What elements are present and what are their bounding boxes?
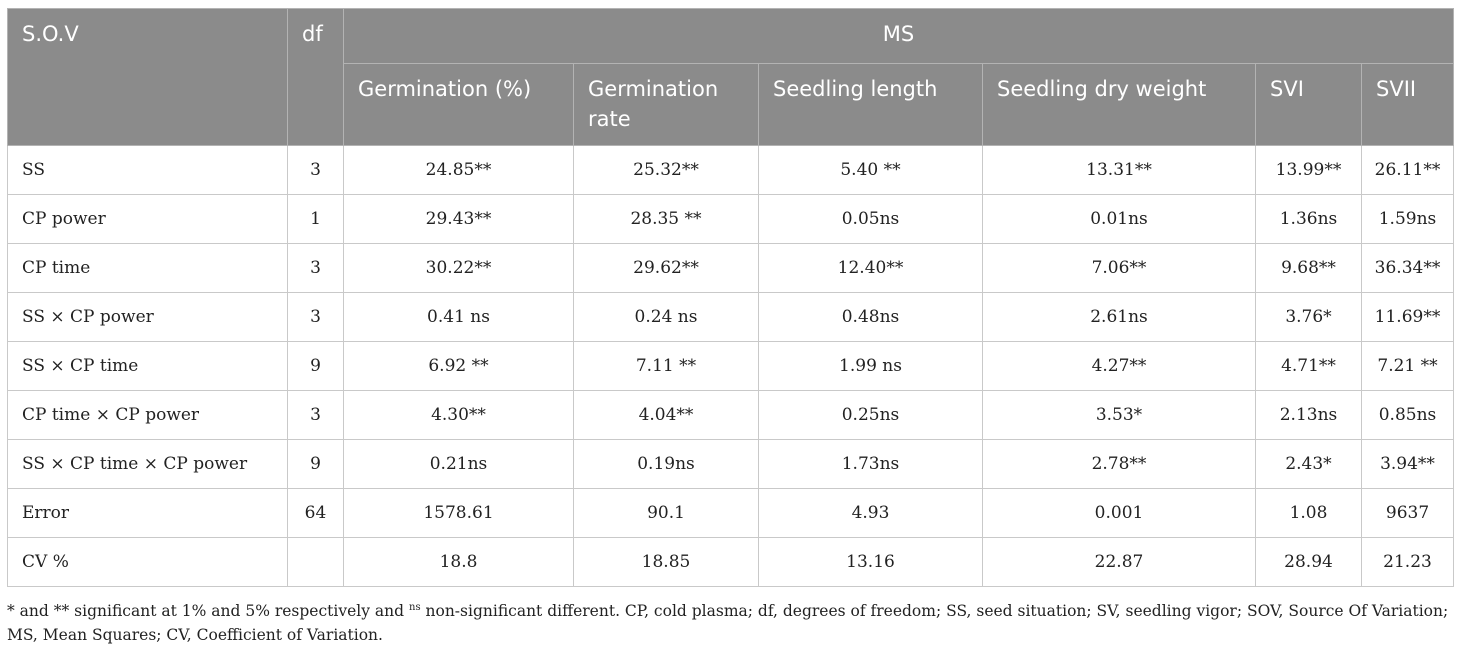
cell-seedling-length: 13.16 xyxy=(758,537,983,587)
cell-svi: 2.13ns xyxy=(1255,390,1362,440)
row-sov: SS × CP time × CP power xyxy=(7,439,288,489)
row-df: 9 xyxy=(287,341,344,391)
cell-svi: 9.68** xyxy=(1255,243,1362,293)
cell-svi: 3.76* xyxy=(1255,292,1362,342)
cell-seedling-dry-weight: 0.001 xyxy=(982,488,1256,538)
cell-germination-rate: 18.85 xyxy=(573,537,759,587)
cell-seedling-length: 0.05ns xyxy=(758,194,983,244)
anova-table-container: S.O.V df MS Germination (%) Germination … xyxy=(7,8,1455,587)
cell-seedling-dry-weight: 4.27** xyxy=(982,341,1256,391)
table-row: SS × CP time × CP power 9 0.21ns 0.19ns … xyxy=(7,439,1455,489)
cell-germination-rate: 0.19ns xyxy=(573,439,759,489)
row-df: 64 xyxy=(287,488,344,538)
cell-seedling-dry-weight: 7.06** xyxy=(982,243,1256,293)
cell-svii: 21.23 xyxy=(1360,537,1455,587)
header-ms: MS xyxy=(342,8,1455,64)
header-svi: SVI xyxy=(1255,63,1362,146)
cell-svii: 36.34** xyxy=(1360,243,1455,293)
row-sov: CP power xyxy=(7,194,288,244)
cell-germination-percent: 18.8 xyxy=(343,537,574,587)
table-row: SS × CP time 9 6.92 ** 7.11 ** 1.99 ns 4… xyxy=(7,341,1455,391)
table-row: CP power 1 29.43** 28.35 ** 0.05ns 0.01n… xyxy=(7,194,1455,244)
cell-svi: 4.71** xyxy=(1255,341,1362,391)
header-seedling-dry-weight: Seedling dry weight xyxy=(982,63,1256,146)
cell-germination-percent: 1578.61 xyxy=(343,488,574,538)
cell-seedling-length: 12.40** xyxy=(758,243,983,293)
row-sov: CP time × CP power xyxy=(7,390,288,440)
table-footnote: * and ** significant at 1% and 5% respec… xyxy=(7,596,1453,647)
row-df: 3 xyxy=(287,243,344,293)
table-row: SS × CP power 3 0.41 ns 0.24 ns 0.48ns 2… xyxy=(7,292,1455,342)
cell-germination-rate: 7.11 ** xyxy=(573,341,759,391)
cell-svii: 0.85ns xyxy=(1360,390,1455,440)
cell-germination-percent: 29.43** xyxy=(343,194,574,244)
cell-germination-percent: 6.92 ** xyxy=(343,341,574,391)
cell-svii: 11.69** xyxy=(1360,292,1455,342)
cell-seedling-length: 4.93 xyxy=(758,488,983,538)
header-seedling-length: Seedling length xyxy=(758,63,983,146)
cell-seedling-length: 0.48ns xyxy=(758,292,983,342)
cell-seedling-dry-weight: 2.78** xyxy=(982,439,1256,489)
cell-seedling-length: 1.99 ns xyxy=(758,341,983,391)
row-sov: Error xyxy=(7,488,288,538)
table-row: CP time × CP power 3 4.30** 4.04** 0.25n… xyxy=(7,390,1455,440)
header-sov: S.O.V xyxy=(7,8,288,146)
cell-germination-percent: 4.30** xyxy=(343,390,574,440)
footnote-text-end: non-significant different. CP, cold plas… xyxy=(7,602,1449,645)
row-sov: CV % xyxy=(7,537,288,587)
header-row-1: S.O.V df MS xyxy=(7,8,1455,146)
row-df: 3 xyxy=(287,292,344,342)
cell-svii: 9637 xyxy=(1360,488,1455,538)
cell-svii: 26.11** xyxy=(1360,145,1455,195)
cell-germination-rate: 25.32** xyxy=(573,145,759,195)
cell-svii: 7.21 ** xyxy=(1360,341,1455,391)
row-sov: SS × CP time xyxy=(7,341,288,391)
table-row: Error 64 1578.61 90.1 4.93 0.001 1.08 96… xyxy=(7,488,1455,538)
cell-seedling-dry-weight: 13.31** xyxy=(982,145,1256,195)
cell-germination-percent: 0.41 ns xyxy=(343,292,574,342)
header-svii: SVII xyxy=(1360,63,1455,146)
cell-seedling-length: 0.25ns xyxy=(758,390,983,440)
cell-svi: 2.43* xyxy=(1255,439,1362,489)
table-row: CP time 3 30.22** 29.62** 12.40** 7.06**… xyxy=(7,243,1455,293)
cell-svi: 1.36ns xyxy=(1255,194,1362,244)
cell-seedling-dry-weight: 22.87 xyxy=(982,537,1256,587)
cell-germination-percent: 30.22** xyxy=(343,243,574,293)
row-sov: SS × CP power xyxy=(7,292,288,342)
cell-seedling-dry-weight: 3.53* xyxy=(982,390,1256,440)
anova-table: S.O.V df MS Germination (%) Germination … xyxy=(7,8,1455,587)
cell-seedling-dry-weight: 2.61ns xyxy=(982,292,1256,342)
cell-svi: 1.08 xyxy=(1255,488,1362,538)
cell-seedling-dry-weight: 0.01ns xyxy=(982,194,1256,244)
cell-germination-rate: 28.35 ** xyxy=(573,194,759,244)
row-df: 9 xyxy=(287,439,344,489)
row-df: 3 xyxy=(287,145,344,195)
footnote-ns-superscript: ns xyxy=(409,602,421,613)
header-germination-percent: Germination (%) xyxy=(343,63,574,146)
row-sov: SS xyxy=(7,145,288,195)
row-sov: CP time xyxy=(7,243,288,293)
cell-svi: 28.94 xyxy=(1255,537,1362,587)
cell-seedling-length: 1.73ns xyxy=(758,439,983,489)
cell-seedling-length: 5.40 ** xyxy=(758,145,983,195)
cell-svii: 3.94** xyxy=(1360,439,1455,489)
header-row-2: Germination (%) Germination rate Seedlin… xyxy=(8,63,1455,146)
cell-germination-percent: 24.85** xyxy=(343,145,574,195)
cell-germination-rate: 4.04** xyxy=(573,390,759,440)
footnote-text-start: * and ** significant at 1% and 5% respec… xyxy=(7,602,409,621)
cell-germination-percent: 0.21ns xyxy=(343,439,574,489)
cell-germination-rate: 0.24 ns xyxy=(573,292,759,342)
cell-germination-rate: 29.62** xyxy=(573,243,759,293)
header-df: df xyxy=(287,8,344,146)
cell-svii: 1.59ns xyxy=(1360,194,1455,244)
row-df: 1 xyxy=(287,194,344,244)
cell-svi: 13.99** xyxy=(1255,145,1362,195)
table-row: CV % 18.8 18.85 13.16 22.87 28.94 21.23 xyxy=(7,537,1455,587)
header-germination-rate: Germination rate xyxy=(573,63,759,146)
row-df: 3 xyxy=(287,390,344,440)
cell-germination-rate: 90.1 xyxy=(573,488,759,538)
row-df xyxy=(287,537,344,587)
table-row: SS 3 24.85** 25.32** 5.40 ** 13.31** 13.… xyxy=(7,145,1455,195)
